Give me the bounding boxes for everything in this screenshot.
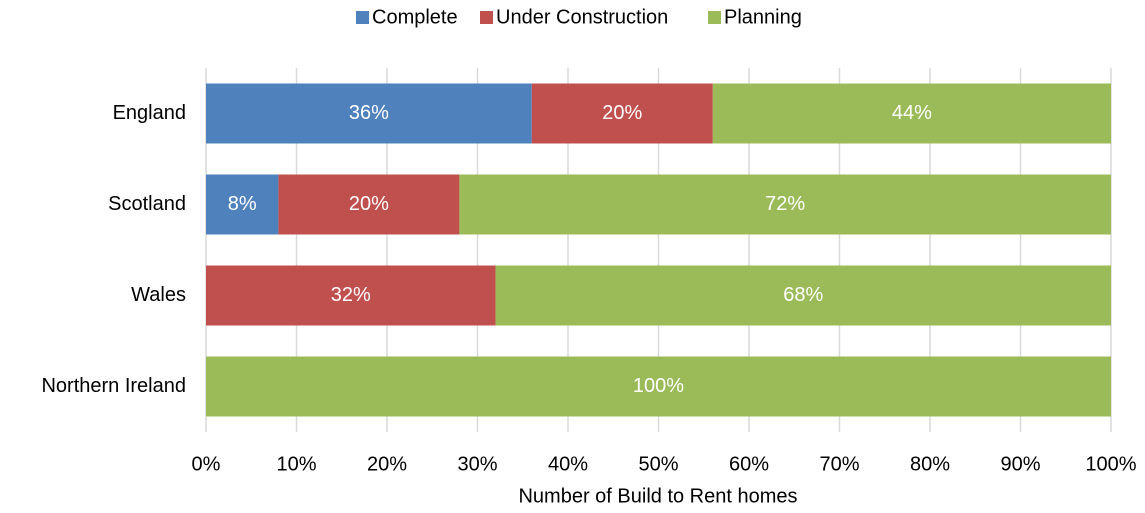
legend-swatch [480,11,493,24]
data-label: 8% [228,193,257,215]
bar-segment [459,174,1111,235]
x-tick-label: 100% [1085,453,1136,475]
bar-segment [206,356,1111,417]
y-tick-label: England [113,102,186,124]
x-tick-label: 50% [638,453,678,475]
bar-segment [206,174,279,235]
legend-swatch [356,11,369,24]
data-label: 32% [331,284,371,306]
bar-segment [495,265,1112,326]
legend-swatch [708,11,721,24]
data-label: 72% [765,193,805,215]
data-label: 68% [783,284,823,306]
data-label: 44% [892,102,932,124]
bar-segment [531,83,713,144]
x-axis-title: Number of Build to Rent homes [518,485,797,507]
data-label: 36% [349,102,389,124]
legend-label: Planning [724,6,802,28]
x-tick-label: 80% [910,453,950,475]
bar-segment [278,174,460,235]
data-label: 20% [602,102,642,124]
y-tick-label: Northern Ireland [41,375,186,397]
legend-label: Under Construction [496,6,668,28]
bar-segment [206,83,532,144]
data-label: 20% [349,193,389,215]
x-tick-label: 70% [819,453,859,475]
bar-segment [206,265,496,326]
x-tick-label: 60% [729,453,769,475]
x-tick-label: 10% [276,453,316,475]
y-tick-label: Scotland [108,193,186,215]
x-tick-label: 0% [192,453,221,475]
legend-label: Complete [372,6,458,28]
bar-segment [712,83,1111,144]
data-label: 100% [633,375,684,397]
x-tick-label: 30% [457,453,497,475]
x-tick-label: 20% [367,453,407,475]
x-tick-label: 40% [548,453,588,475]
x-tick-label: 90% [1000,453,1040,475]
y-tick-label: Wales [131,284,186,306]
